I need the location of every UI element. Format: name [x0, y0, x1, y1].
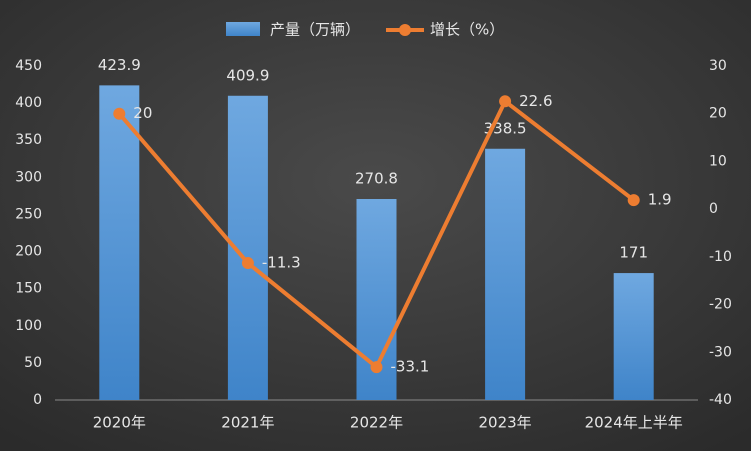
line-point [370, 361, 383, 374]
y-tick-label: 300 [15, 169, 42, 185]
data-label: -33.1 [391, 358, 430, 376]
y2-tick-label: -30 [709, 344, 732, 360]
x-tick-label: 2023年 [479, 414, 532, 432]
y-tick-label: 200 [15, 244, 42, 260]
legend-label: 产量（万辆） [270, 21, 360, 39]
y2-tick-label: 30 [709, 58, 727, 74]
data-label: 270.8 [355, 170, 398, 188]
y-tick-label: 450 [15, 58, 42, 74]
data-label: 423.9 [98, 56, 141, 74]
bar [613, 273, 654, 400]
y-tick-label: 50 [24, 355, 42, 371]
y2-tick-label: -40 [709, 392, 732, 408]
y-tick-label: 0 [33, 392, 42, 408]
x-tick-label: 2020年 [93, 414, 146, 432]
data-label: 171 [619, 244, 648, 262]
y-tick-label: 100 [15, 318, 42, 334]
line-point [241, 257, 254, 270]
y-tick-label: 150 [15, 281, 42, 297]
y2-tick-label: -10 [709, 249, 732, 265]
legend-swatch [226, 22, 260, 36]
data-label: 20 [133, 104, 152, 122]
y-tick-label: 350 [15, 132, 42, 148]
x-tick-label: 2024年上半年 [585, 414, 683, 432]
x-tick-label: 2021年 [221, 414, 274, 432]
data-label: -11.3 [262, 254, 301, 272]
data-label: 409.9 [226, 66, 269, 84]
y2-tick-label: -20 [709, 297, 732, 313]
data-label: 1.9 [648, 191, 672, 209]
y2-tick-label: 10 [709, 153, 727, 169]
y-tick-label: 250 [15, 206, 42, 222]
line-point [113, 107, 126, 120]
x-tick-label: 2022年 [350, 414, 403, 432]
legend-swatch [399, 24, 411, 36]
legend-label: 增长（%） [430, 21, 504, 39]
data-label: 22.6 [519, 92, 552, 110]
bar [485, 148, 526, 400]
y2-tick-label: 20 [709, 106, 727, 122]
line-point [627, 194, 640, 207]
y2-tick-label: 0 [709, 201, 718, 217]
line-point [499, 95, 512, 108]
y-tick-label: 400 [15, 95, 42, 111]
bar [99, 85, 140, 400]
